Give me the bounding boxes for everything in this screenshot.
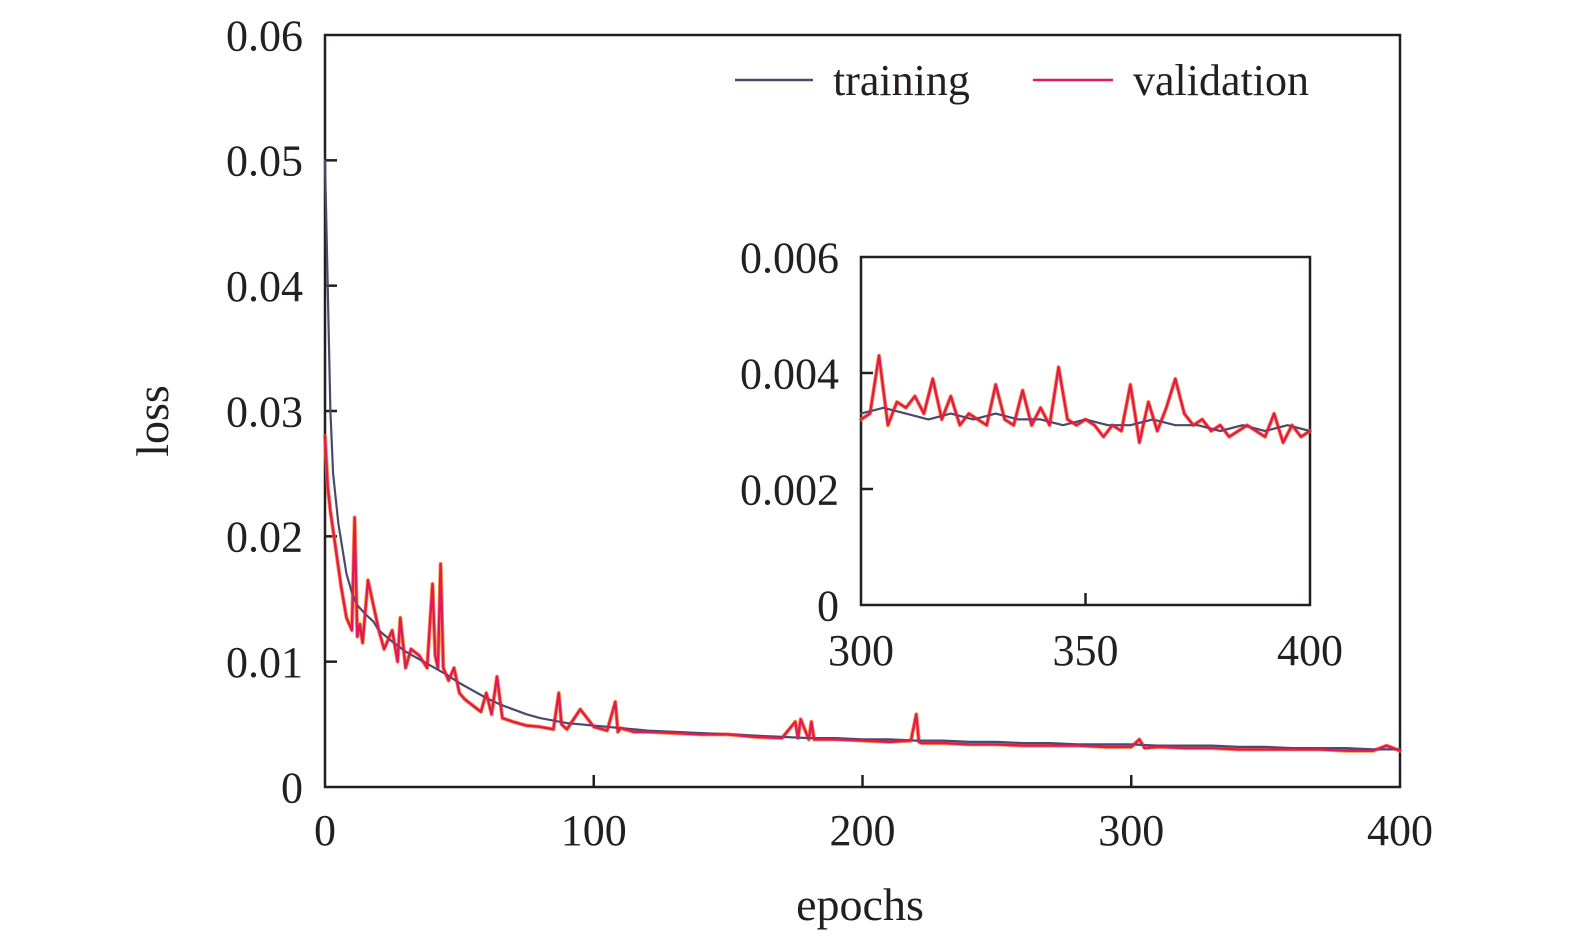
main-y-tick-label: 0 [281, 763, 303, 812]
inset-validation-line [859, 354, 1312, 444]
inset-plot: 300 350 400 0 0.002 0.004 0.006 [740, 233, 1343, 675]
inset-x-tick-label: 300 [828, 626, 894, 675]
inset-axis-ticks: 300 350 400 0 0.002 0.004 0.006 [740, 233, 1343, 675]
main-y-tick-label: 0.04 [226, 262, 303, 311]
inset-x-tick-label: 400 [1277, 626, 1343, 675]
inset-y-tick-label: 0.006 [740, 233, 839, 282]
main-validation-line [323, 434, 1402, 752]
legend-validation-label: validation [1133, 56, 1309, 105]
main-x-tick-label: 300 [1098, 806, 1164, 855]
main-y-tick-label: 0.06 [226, 11, 303, 60]
y-axis-label: loss [127, 385, 178, 457]
main-x-tick-label: 200 [830, 806, 896, 855]
legend-training-label: training [833, 56, 970, 105]
inset-series-lines [859, 353, 1312, 445]
main-plot: 0 100 200 300 400 0 0.01 0.02 0.03 0.04 0.05 0.06 e… [127, 11, 1433, 930]
main-y-tick-label: 0.05 [226, 137, 303, 186]
main-y-tick-label: 0.03 [226, 387, 303, 436]
inset-y-tick-label: 0.004 [740, 349, 839, 398]
main-series-lines [323, 159, 1402, 753]
main-x-tick-label: 400 [1367, 806, 1433, 855]
main-x-tick-label: 0 [314, 806, 336, 855]
main-axis-ticks: 0 100 200 300 400 0 0.01 0.02 0.03 0.04 0.05 0.06 [226, 11, 1433, 855]
main-y-tick-label: 0.01 [226, 638, 303, 687]
inset-y-tick-label: 0 [817, 581, 839, 630]
main-validation-glow [323, 434, 1402, 753]
x-axis-label: epochs [796, 879, 924, 930]
inset-y-tick-label: 0.002 [740, 465, 839, 514]
legend: training validation [735, 56, 1309, 105]
inset-plot-frame [859, 255, 1312, 607]
main-x-tick-label: 100 [561, 806, 627, 855]
main-y-tick-label: 0.02 [226, 513, 303, 562]
inset-x-tick-label: 350 [1053, 626, 1119, 675]
